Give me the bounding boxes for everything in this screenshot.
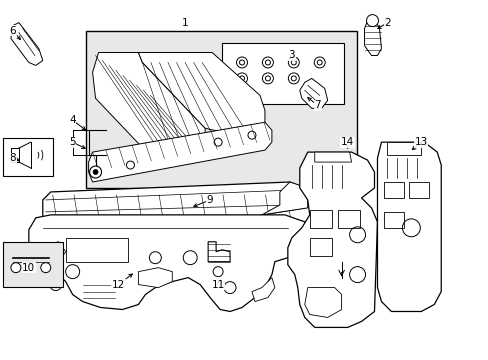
Polygon shape bbox=[287, 152, 377, 328]
Polygon shape bbox=[299, 78, 327, 108]
Polygon shape bbox=[251, 278, 274, 302]
Polygon shape bbox=[386, 142, 421, 155]
Text: 1: 1 bbox=[182, 18, 188, 28]
Polygon shape bbox=[42, 242, 65, 262]
Polygon shape bbox=[88, 122, 271, 182]
Polygon shape bbox=[42, 182, 307, 225]
Text: 5: 5 bbox=[69, 137, 76, 147]
Circle shape bbox=[89, 166, 102, 178]
Bar bbox=[408, 182, 428, 198]
Bar bbox=[85, 31, 356, 188]
Bar bbox=[384, 212, 404, 228]
Bar bbox=[3, 242, 62, 287]
Text: 4: 4 bbox=[69, 115, 76, 125]
Circle shape bbox=[41, 263, 51, 273]
Circle shape bbox=[366, 15, 378, 27]
Text: 2: 2 bbox=[384, 18, 390, 28]
Text: 10: 10 bbox=[22, 263, 35, 273]
Circle shape bbox=[11, 263, 21, 273]
Bar bbox=[384, 182, 404, 198]
Text: 13: 13 bbox=[414, 137, 427, 147]
Polygon shape bbox=[11, 23, 42, 66]
Polygon shape bbox=[377, 142, 440, 311]
Polygon shape bbox=[314, 152, 351, 162]
Text: 14: 14 bbox=[340, 137, 353, 147]
Text: 11: 11 bbox=[211, 280, 224, 289]
Bar bbox=[3, 138, 53, 176]
Text: 7: 7 bbox=[314, 100, 321, 110]
Text: 6: 6 bbox=[10, 26, 16, 36]
Bar bbox=[309, 238, 331, 256]
Polygon shape bbox=[208, 242, 229, 262]
Polygon shape bbox=[138, 53, 264, 138]
Polygon shape bbox=[138, 268, 172, 288]
Text: 9: 9 bbox=[206, 195, 213, 205]
Text: 12: 12 bbox=[112, 280, 125, 289]
Polygon shape bbox=[29, 215, 309, 311]
Polygon shape bbox=[304, 288, 341, 318]
Text: 8: 8 bbox=[10, 153, 16, 163]
Bar bbox=[309, 210, 331, 228]
Circle shape bbox=[93, 170, 98, 175]
Bar bbox=[337, 210, 359, 228]
Bar bbox=[222, 42, 343, 104]
Polygon shape bbox=[364, 19, 381, 55]
Polygon shape bbox=[92, 53, 205, 158]
Polygon shape bbox=[262, 182, 307, 215]
Polygon shape bbox=[65, 238, 128, 262]
Text: 3: 3 bbox=[288, 50, 295, 60]
